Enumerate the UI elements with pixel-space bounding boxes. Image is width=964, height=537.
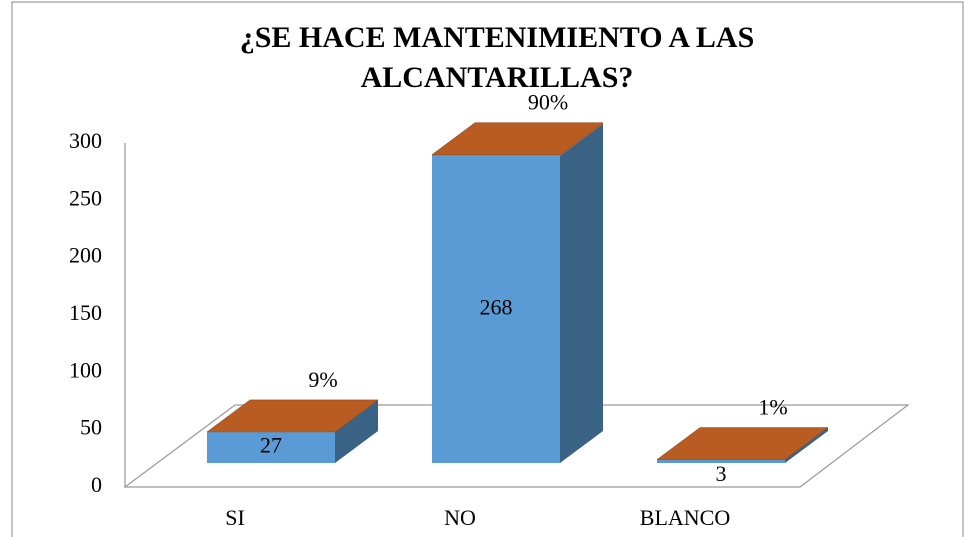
- bar-top: [206, 399, 379, 433]
- data-label: 3: [716, 461, 727, 486]
- y-tick-label: 150: [69, 300, 102, 325]
- x-tick-label: BLANCO: [640, 505, 730, 530]
- bar-side: [785, 427, 828, 463]
- y-tick-label: 200: [69, 243, 102, 268]
- bar-side: [560, 123, 603, 464]
- chart-title: ¿SE HACE MANTENIMIENTO A LAS ALCANTARILL…: [239, 21, 755, 94]
- bar-side: [335, 400, 378, 463]
- chart-border: [11, 1, 964, 537]
- y-tick-label: 100: [69, 357, 102, 382]
- bar-front: [207, 432, 335, 463]
- floor: [123, 404, 910, 488]
- bar-front: [657, 459, 785, 463]
- bar-front: [432, 154, 560, 156]
- bar-front: [432, 155, 560, 463]
- data-label: 9%: [308, 367, 337, 392]
- y-tick-label: 50: [80, 415, 102, 440]
- x-tick-label: NO: [444, 505, 476, 530]
- data-label: 27: [260, 433, 282, 458]
- data-label: 90%: [528, 90, 568, 115]
- bar-top: [431, 122, 604, 155]
- data-label: 1%: [758, 395, 787, 420]
- data-label: 268: [480, 294, 513, 319]
- x-tick-label: SI: [225, 505, 245, 530]
- y-tick-label: 250: [69, 185, 102, 210]
- y-tick-label: 300: [69, 128, 102, 153]
- bar-top: [656, 427, 829, 460]
- y-tick-label: 0: [91, 472, 102, 497]
